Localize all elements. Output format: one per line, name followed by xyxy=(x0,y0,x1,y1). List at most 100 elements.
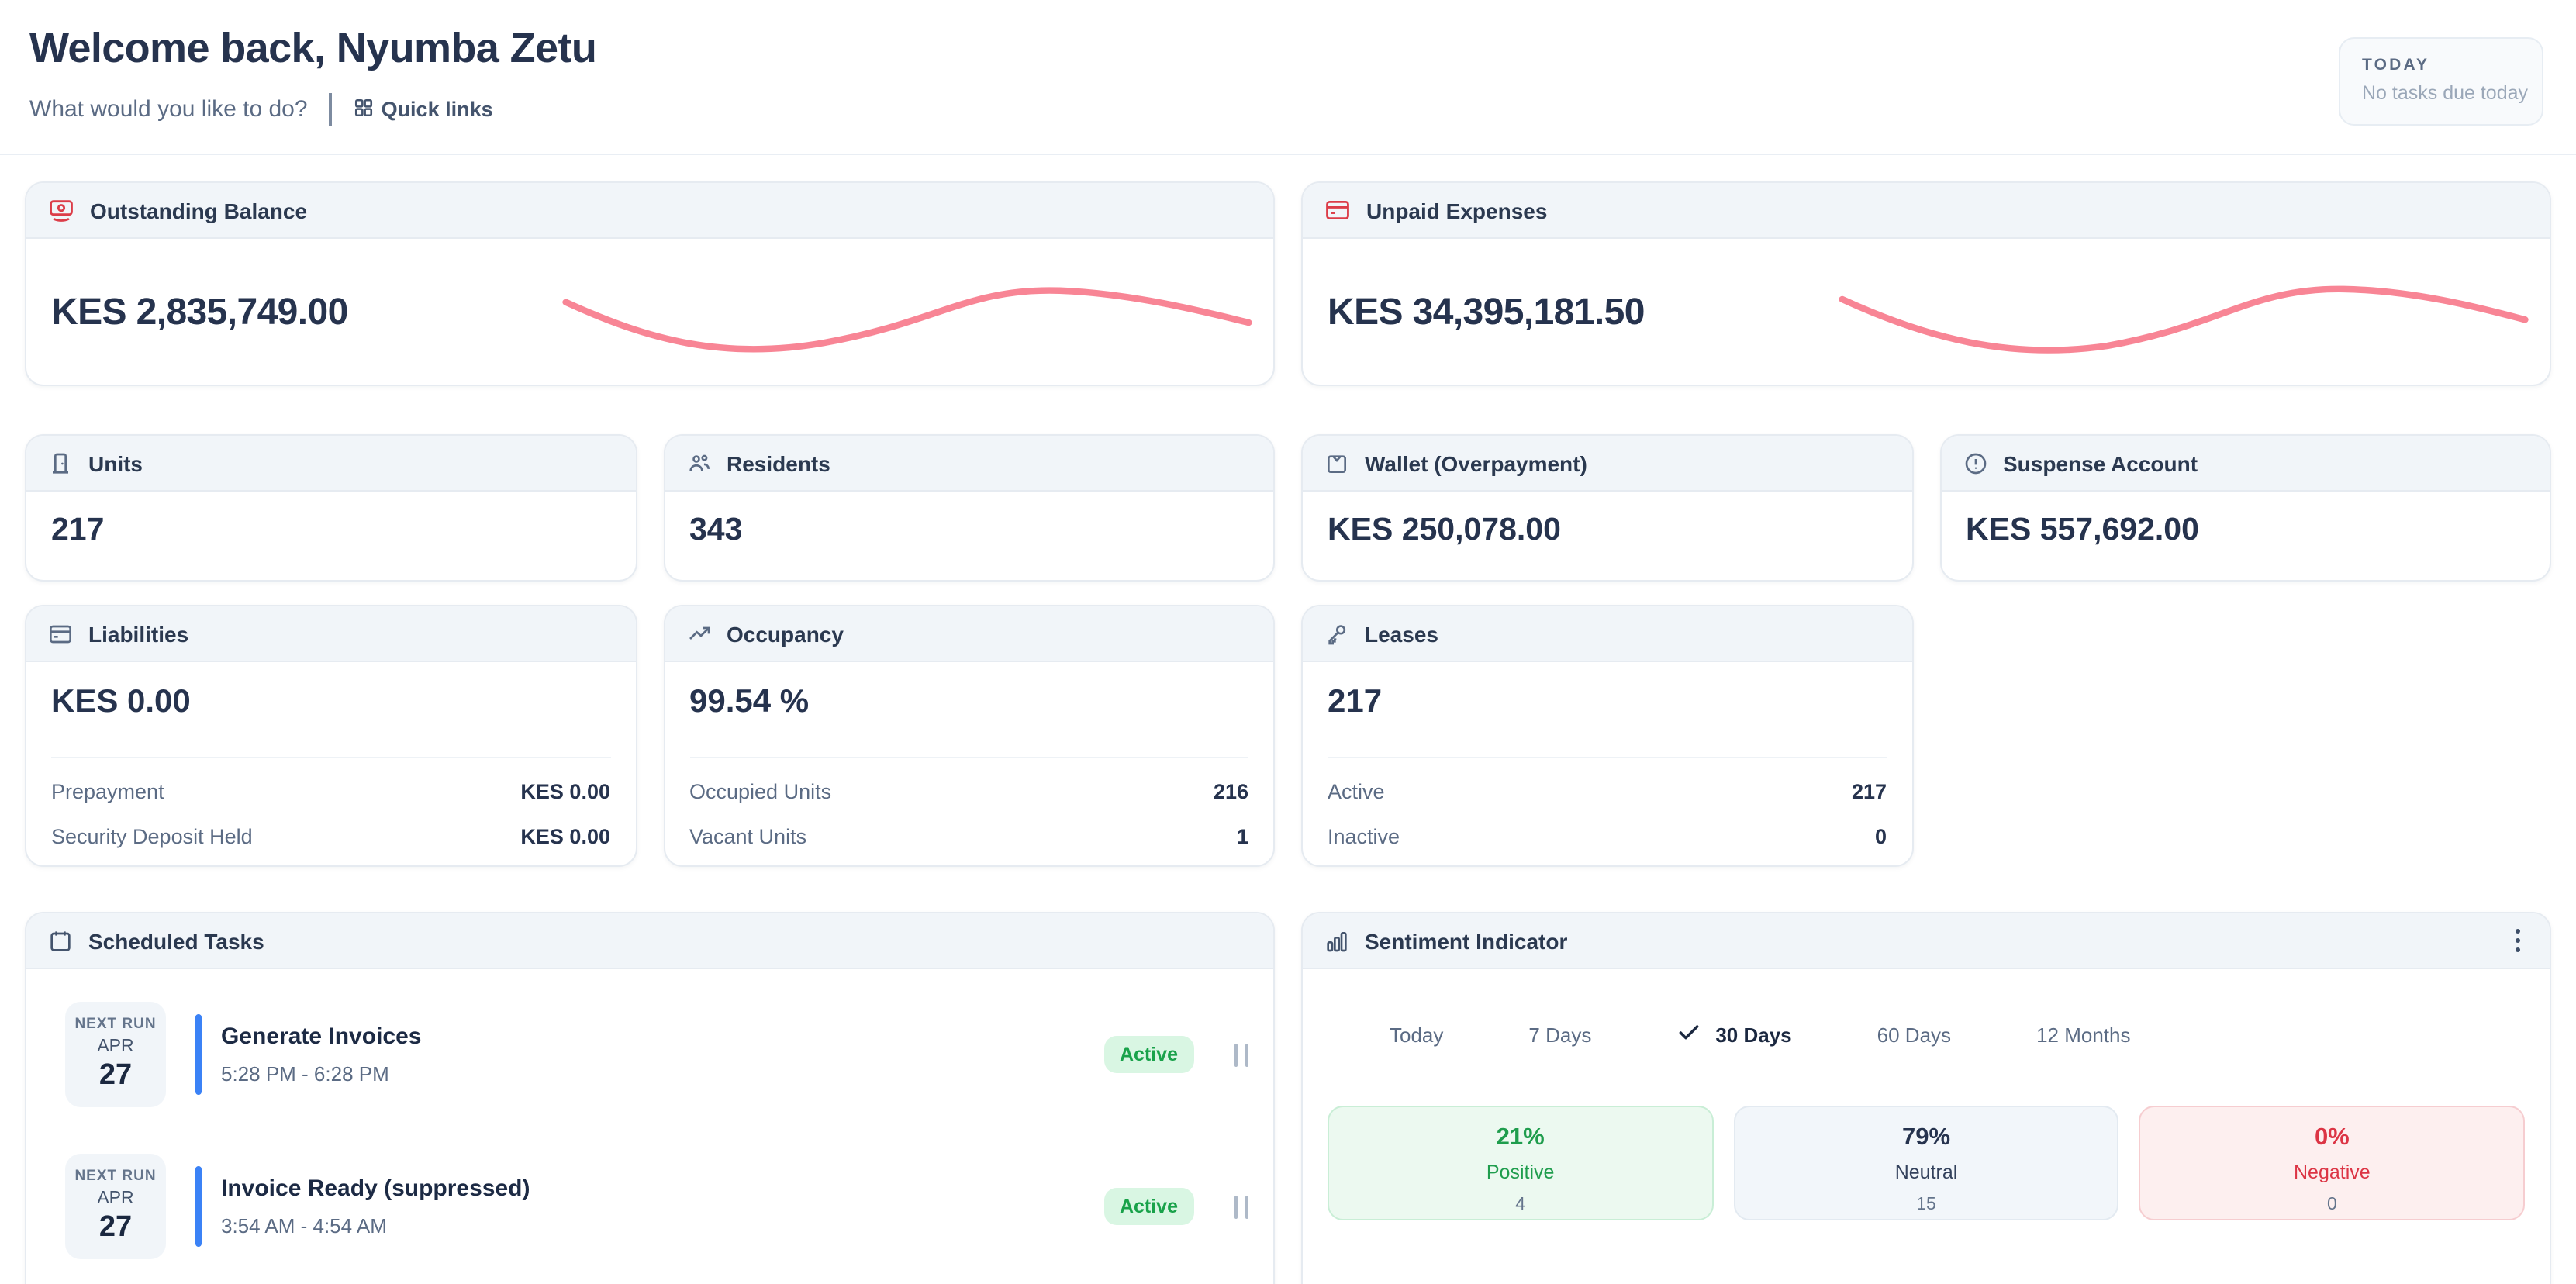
metric-percent: 0% xyxy=(2314,1124,2350,1151)
task-row[interactable]: NEXT RUN APR 27 Generate Invoices 5:28 P… xyxy=(65,1002,1252,1107)
next-run-month: APR xyxy=(97,1037,134,1056)
liabilities-card: Liabilities KES 0.00 Prepayment KES 0.00… xyxy=(25,605,637,867)
task-accent-bar xyxy=(195,1014,201,1095)
what-to-do-link[interactable]: What would you like to do? xyxy=(29,96,308,123)
card-title: Sentiment Indicator xyxy=(1365,928,1568,953)
card-title: Suspense Account xyxy=(2003,450,2198,475)
door-icon xyxy=(48,450,73,475)
metric-percent: 21% xyxy=(1496,1124,1545,1151)
credit-card-icon xyxy=(1324,197,1351,223)
check-icon xyxy=(1676,1020,1701,1050)
credit-card-icon xyxy=(48,621,73,646)
task-row[interactable]: NEXT RUN APR 27 Invoice Ready (suppresse… xyxy=(65,1154,1252,1259)
expenses-sparkline xyxy=(1839,285,2529,354)
detail-row: Prepayment KES 0.00 xyxy=(26,780,635,803)
card-title: Liabilities xyxy=(88,621,189,646)
row-label: Prepayment xyxy=(51,780,164,803)
outstanding-balance-card: Outstanding Balance KES 2,835,749.00 xyxy=(25,181,1275,386)
metric-label: Neutral xyxy=(1894,1161,1958,1183)
wallet-card: Wallet (Overpayment) KES 250,078.00 xyxy=(1301,434,1913,582)
tab-today[interactable]: Today xyxy=(1390,1023,1444,1047)
tab-12-months[interactable]: 12 Months xyxy=(2036,1023,2131,1047)
task-accent-bar xyxy=(195,1166,201,1247)
sentiment-range-tabs: Today 7 Days 30 Days 60 Days 12 Months xyxy=(1390,1020,2550,1050)
positive-metric: 21% Positive 4 xyxy=(1328,1106,1714,1220)
row-label: Security Deposit Held xyxy=(51,825,253,848)
unpaid-expenses-card: Unpaid Expenses KES 34,395,181.50 xyxy=(1301,181,2551,386)
status-badge: Active xyxy=(1103,1188,1193,1225)
card-title: Unpaid Expenses xyxy=(1366,198,1548,223)
units-card: Units 217 xyxy=(25,434,637,582)
divider xyxy=(1328,757,1887,758)
header-divider xyxy=(329,93,332,126)
bar-chart-icon xyxy=(1324,928,1349,953)
metric-label: Positive xyxy=(1486,1161,1555,1183)
task-name: Invoice Ready (suppressed) xyxy=(221,1175,530,1202)
scheduled-tasks-card: Scheduled Tasks NEXT RUN APR 27 Generate… xyxy=(25,912,1275,1284)
occupancy-card: Occupancy 99.54 % Occupied Units 216 Vac… xyxy=(663,605,1275,867)
negative-metric: 0% Negative 0 xyxy=(2139,1106,2526,1220)
quick-links-label: Quick links xyxy=(381,98,493,121)
outstanding-balance-value: KES 2,835,749.00 xyxy=(51,292,348,333)
tab-30-days[interactable]: 30 Days xyxy=(1676,1020,1792,1050)
task-time: 3:54 AM - 4:54 AM xyxy=(221,1214,387,1237)
detail-row: Security Deposit Held KES 0.00 xyxy=(26,825,635,848)
divider xyxy=(689,757,1248,758)
next-run-label: NEXT RUN xyxy=(74,1168,157,1185)
card-title: Residents xyxy=(727,450,830,475)
metric-count: 15 xyxy=(1916,1196,1936,1214)
next-run-day: 27 xyxy=(98,1211,133,1244)
metric-count: 0 xyxy=(2326,1196,2337,1214)
row-label: Inactive xyxy=(1328,825,1400,848)
quick-links-button[interactable]: Quick links xyxy=(354,97,493,122)
row-label: Occupied Units xyxy=(689,780,832,803)
sentiment-indicator-card: Sentiment Indicator Today 7 Days 30 Days… xyxy=(1301,912,2551,1284)
today-title: TODAY xyxy=(2362,56,2430,74)
row-value: 217 xyxy=(1851,780,1887,803)
tab-7-days[interactable]: 7 Days xyxy=(1528,1023,1592,1047)
card-title: Occupancy xyxy=(727,621,844,646)
row-value: 216 xyxy=(1213,780,1248,803)
suspense-account-card: Suspense Account KES 557,692.00 xyxy=(1939,434,2551,582)
next-run-chip: NEXT RUN APR 27 xyxy=(65,1154,166,1259)
leases-value: 217 xyxy=(1328,684,1383,720)
row-value: KES 0.00 xyxy=(520,780,610,803)
page-title: Welcome back, Nyumba Zetu xyxy=(29,25,597,71)
users-icon xyxy=(686,450,711,475)
kebab-menu-icon[interactable] xyxy=(2508,924,2528,957)
task-time: 5:28 PM - 6:28 PM xyxy=(221,1062,389,1086)
next-run-label: NEXT RUN xyxy=(74,1016,157,1033)
units-value: 217 xyxy=(51,512,105,547)
detail-row: Active 217 xyxy=(1303,780,1911,803)
calendar-icon xyxy=(48,928,73,953)
trending-up-icon xyxy=(686,621,711,646)
card-title: Units xyxy=(88,450,143,475)
next-run-chip: NEXT RUN APR 27 xyxy=(65,1002,166,1107)
leases-card: Leases 217 Active 217 Inactive 0 xyxy=(1301,605,1913,867)
today-card: TODAY No tasks due today xyxy=(2339,37,2543,126)
metric-label: Negative xyxy=(2294,1161,2371,1183)
tab-60-days[interactable]: 60 Days xyxy=(1877,1023,1952,1047)
next-run-day: 27 xyxy=(98,1059,133,1092)
card-title: Outstanding Balance xyxy=(90,198,308,223)
occupancy-value: 99.54 % xyxy=(689,684,810,720)
liabilities-value: KES 0.00 xyxy=(51,684,191,720)
task-name: Generate Invoices xyxy=(221,1023,422,1050)
sentiment-metrics: 21% Positive 4 79% Neutral 15 0% Negativ… xyxy=(1328,1106,2526,1220)
neutral-metric: 79% Neutral 15 xyxy=(1733,1106,2119,1220)
metric-count: 4 xyxy=(1515,1196,1526,1214)
pause-icon[interactable] xyxy=(1231,1040,1252,1069)
row-value: 1 xyxy=(1236,825,1248,848)
detail-row: Inactive 0 xyxy=(1303,825,1911,848)
banknote-icon xyxy=(48,197,74,223)
balance-sparkline xyxy=(562,287,1252,353)
status-badge: Active xyxy=(1103,1036,1193,1073)
row-label: Active xyxy=(1328,780,1385,803)
pause-icon[interactable] xyxy=(1231,1192,1252,1221)
card-title: Leases xyxy=(1365,621,1438,646)
metric-percent: 79% xyxy=(1901,1124,1951,1151)
wallet-value: KES 250,078.00 xyxy=(1328,512,1561,547)
page-header: Welcome back, Nyumba Zetu What would you… xyxy=(0,0,2576,155)
residents-value: 343 xyxy=(689,512,743,547)
unpaid-expenses-value: KES 34,395,181.50 xyxy=(1328,292,1645,333)
